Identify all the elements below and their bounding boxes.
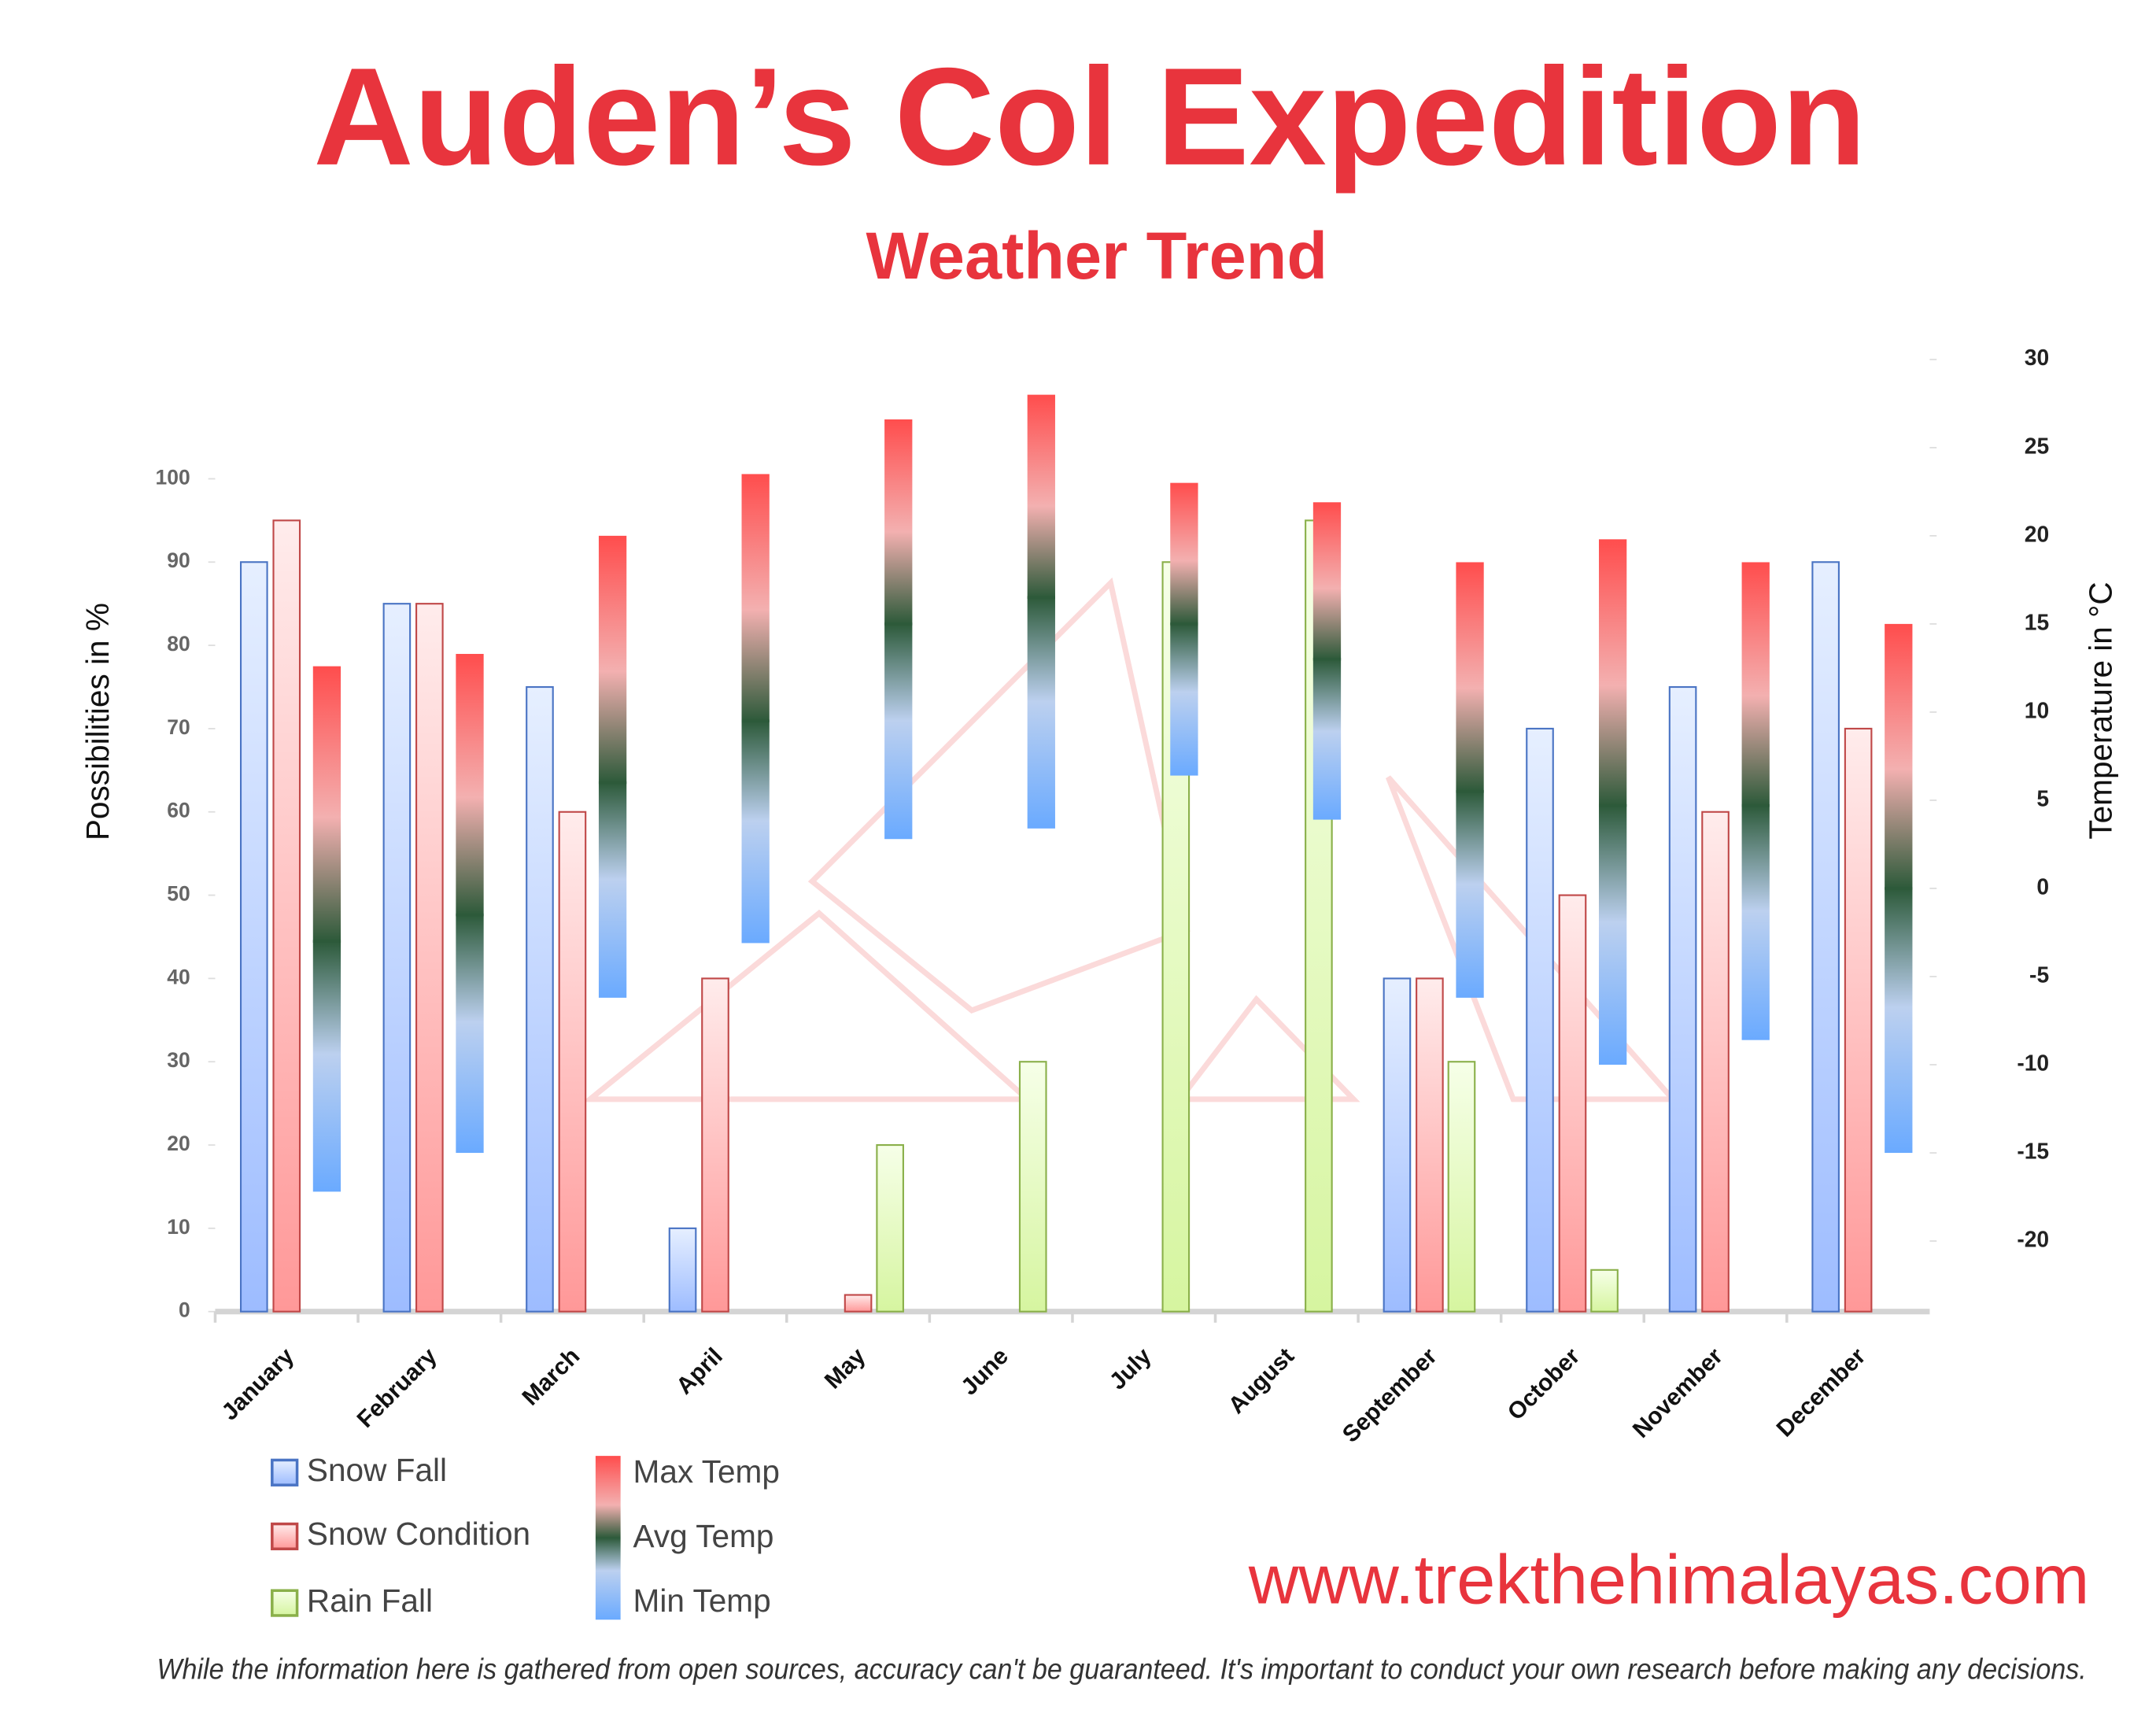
y-axis-label: Possibilities in % [79, 603, 116, 840]
temp-bar [884, 419, 913, 840]
temp-bar [1456, 562, 1484, 998]
bar [1668, 685, 1697, 1313]
temp-bar [456, 653, 484, 1154]
y-tick-label: 20 [167, 1132, 190, 1155]
bar [1811, 561, 1840, 1313]
legend-temp-swatch [595, 1456, 621, 1620]
y2-tick-label: 5 [2036, 785, 2049, 811]
y2-tick-label: -10 [2017, 1050, 2049, 1075]
bar [1416, 977, 1444, 1313]
temp-bar [312, 666, 341, 1192]
x-tick-label: May [820, 1343, 871, 1394]
legend-label: Max Temp [633, 1453, 780, 1490]
y2-tick-label: 10 [2025, 697, 2049, 722]
bar [239, 561, 268, 1313]
x-tick-label: September [1338, 1343, 1442, 1448]
x-tick-label: November [1628, 1343, 1728, 1443]
legend-label: Snow Fall [307, 1452, 447, 1488]
y-tick-label: 0 [179, 1298, 190, 1322]
y-tick-label: 50 [167, 882, 190, 906]
y2-tick-label: 0 [2036, 873, 2049, 899]
bar [1383, 977, 1412, 1313]
y-tick-label: 70 [167, 715, 190, 739]
y2-tick-label: -5 [2029, 962, 2049, 987]
bar [1018, 1061, 1047, 1313]
title: Auden’s Col Expedition [313, 39, 1866, 194]
bar [701, 977, 729, 1313]
y-tick-label: 60 [167, 799, 190, 822]
temp-bar [598, 535, 627, 998]
legend-label: Min Temp [633, 1583, 771, 1619]
bar [558, 811, 587, 1313]
subtitle: Weather Trend [866, 218, 1328, 293]
y2-tick-label: -15 [2017, 1139, 2049, 1164]
bar [382, 603, 412, 1313]
x-tick-label: January [216, 1343, 299, 1426]
x-tick-label: October [1503, 1343, 1586, 1426]
disclaimer: While the information here is gathered f… [157, 1652, 2086, 1685]
bar [1558, 894, 1587, 1313]
temp-bar [1170, 482, 1198, 776]
y2-tick-label: 25 [2025, 433, 2049, 458]
legend-swatch [271, 1589, 299, 1617]
y2-axis-label: Temperature in °C [2083, 582, 2119, 839]
temp-bar [1741, 562, 1770, 1040]
bar [1526, 727, 1554, 1313]
bar [1701, 811, 1730, 1313]
x-tick-label: June [956, 1343, 1013, 1401]
bar [1844, 727, 1873, 1313]
legend-label: Rain Fall [307, 1583, 433, 1619]
bar [415, 603, 444, 1313]
y-tick-label: 10 [167, 1215, 190, 1239]
bar [526, 685, 554, 1313]
legend-label: Avg Temp [633, 1518, 774, 1554]
legend-swatch [271, 1522, 299, 1551]
temp-bar [1598, 539, 1627, 1065]
x-tick-label: August [1224, 1343, 1299, 1419]
bar [876, 1143, 904, 1313]
y2-tick-label: 30 [2025, 345, 2049, 370]
y-tick-label: 100 [156, 465, 190, 489]
y-tick-label: 80 [167, 632, 190, 656]
website: www.trekthehimalayas.com [1248, 1540, 2090, 1618]
y2-tick-label: 20 [2025, 521, 2049, 546]
y2-tick-label: 15 [2025, 609, 2049, 634]
y-tick-label: 90 [167, 548, 190, 572]
legend-swatch [271, 1458, 299, 1486]
temp-bar [1312, 502, 1342, 820]
bar [272, 519, 301, 1313]
x-tick-label: February [353, 1343, 442, 1433]
x-tick-label: April [671, 1343, 728, 1400]
x-tick-label: December [1772, 1343, 1871, 1442]
bar [1590, 1269, 1619, 1313]
y-tick-label: 30 [167, 1048, 190, 1072]
y-tick-label: 40 [167, 965, 190, 988]
bar [1447, 1061, 1476, 1313]
x-tick-label: July [1105, 1343, 1157, 1395]
bar [668, 1227, 697, 1313]
legend-label: Snow Condition [307, 1516, 530, 1552]
y2-tick-label: -20 [2017, 1227, 2049, 1252]
bar [844, 1294, 873, 1313]
temp-bar [1027, 394, 1055, 829]
x-tick-label: March [517, 1343, 585, 1411]
temp-bar [741, 474, 770, 944]
